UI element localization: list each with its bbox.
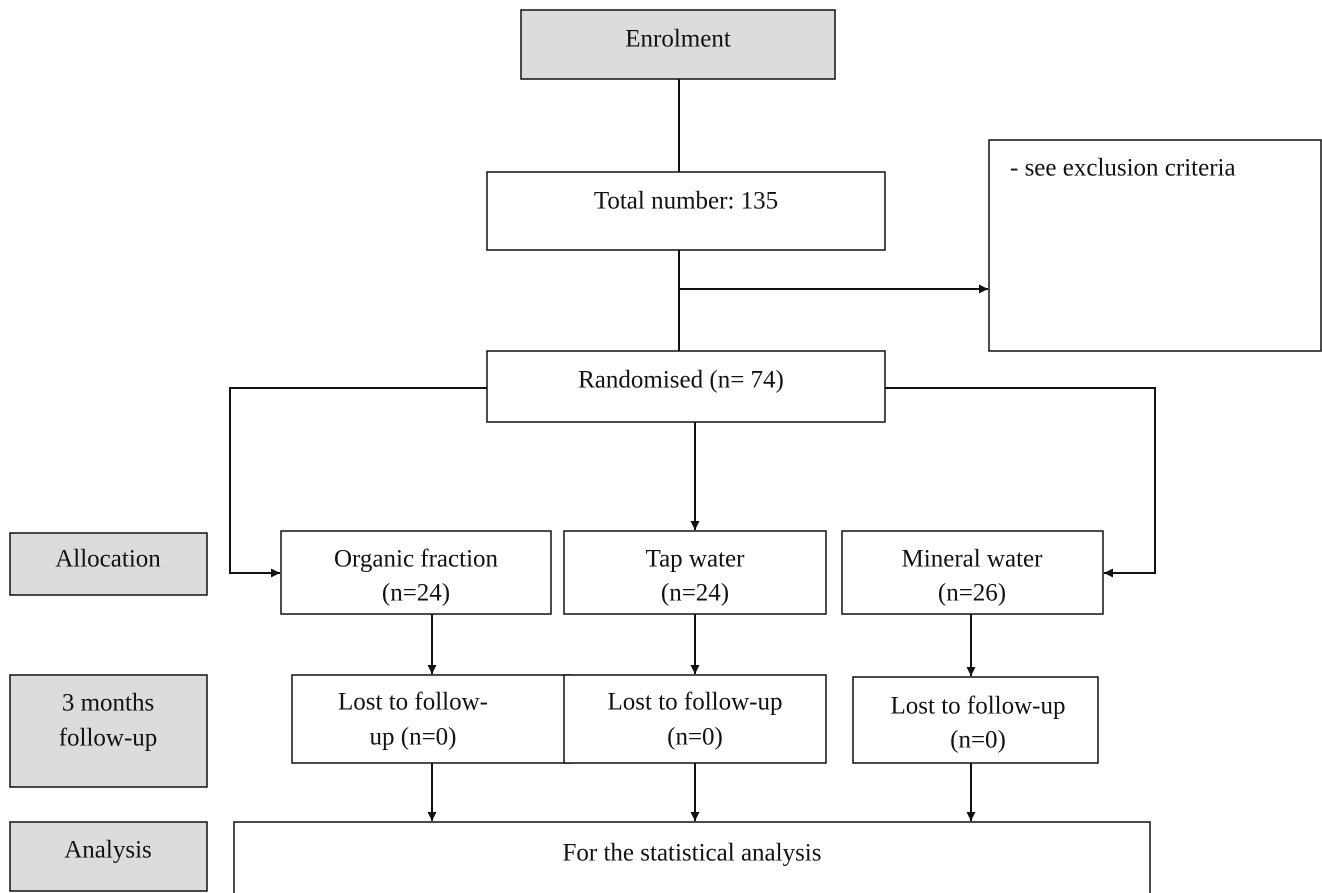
arm-label: Tap water [646, 546, 746, 573]
arm-label: (n=24) [661, 580, 729, 607]
lost-label: Lost to follow-up [891, 693, 1066, 720]
lost-box [563, 674, 827, 764]
randomised-label: Randomised (n= 74) [578, 367, 784, 394]
lost-label: up (n=0) [370, 724, 457, 751]
arm-box [841, 530, 1104, 615]
arm-label: (n=26) [938, 580, 1006, 607]
lost-label: Lost to follow-up [608, 689, 783, 716]
stage-box [9, 821, 208, 892]
total-label: Total number: 135 [594, 188, 778, 215]
lost-box [852, 676, 1099, 764]
enrolment-box [520, 9, 836, 80]
exclusion-label: - see exclusion criteria [1010, 155, 1236, 182]
analysis-box [233, 821, 1151, 893]
stage-label: 3 months [62, 690, 154, 717]
arrow [229, 387, 487, 578]
arm-box [280, 530, 552, 615]
arm-label: Mineral water [902, 546, 1044, 573]
total-box [486, 171, 886, 251]
lost-label: Lost to follow- [338, 689, 488, 716]
stage-box [9, 674, 208, 788]
exclusion-box [988, 139, 1322, 352]
lost-label: (n=0) [667, 724, 723, 751]
stage-label: follow-up [59, 725, 158, 752]
analysis-label: For the statistical analysis [563, 840, 822, 867]
arm-label: (n=24) [382, 580, 450, 607]
arm-label: Organic fraction [334, 546, 499, 573]
enrolment-label: Enrolment [625, 26, 731, 53]
stage-label: Allocation [55, 546, 161, 573]
lost-box [291, 674, 572, 764]
lost-label: (n=0) [950, 727, 1006, 754]
arrow [885, 387, 1156, 578]
stage-box [9, 532, 208, 596]
randomised-box [486, 350, 886, 423]
stage-label: Analysis [64, 837, 152, 864]
arm-box [563, 530, 827, 615]
